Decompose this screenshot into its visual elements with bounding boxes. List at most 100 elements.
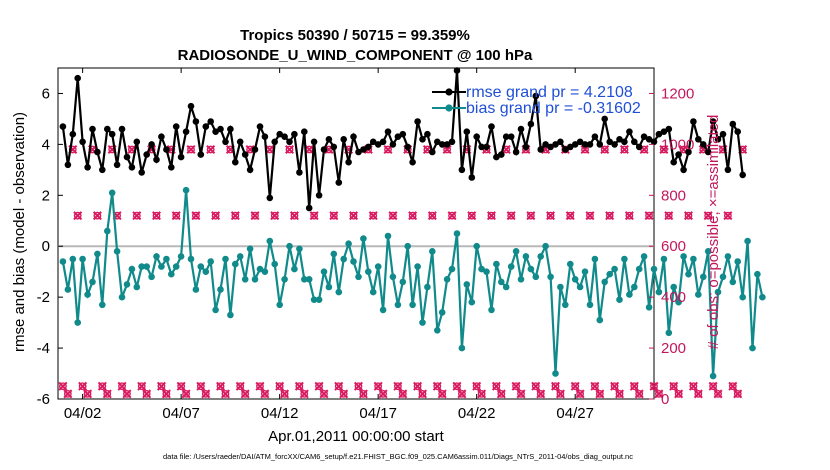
obs-assimilated-marker [432, 381, 442, 391]
bias-point [84, 291, 91, 298]
rmse-point [695, 136, 702, 143]
bias-point [296, 245, 303, 253]
bias-point [591, 255, 599, 263]
obs-possible-marker [177, 382, 186, 391]
obs-possible-marker [349, 211, 358, 220]
bias-point [478, 265, 485, 273]
obs-assimilated-marker [580, 144, 590, 154]
bias-point [517, 276, 525, 283]
bias-point [759, 293, 766, 301]
obs-possible-marker [487, 211, 496, 220]
rmse-point [547, 143, 554, 151]
rmse-point [217, 125, 224, 133]
obs-assimilated-marker [102, 389, 112, 399]
rmse-point [542, 141, 549, 148]
rmse-point [537, 146, 544, 153]
rmse-point [443, 141, 451, 148]
rmse-point [635, 143, 643, 151]
obs-assimilated-marker [368, 211, 378, 221]
bias-point [310, 296, 318, 304]
obs-assimilated-marker [511, 381, 521, 391]
obs-possible-marker [157, 382, 166, 391]
rmse-point [123, 153, 131, 161]
rmse-point [483, 143, 490, 151]
obs-assimilated-marker [137, 381, 147, 391]
obs-possible-marker [595, 390, 604, 398]
obs-possible-marker [635, 390, 644, 398]
bias-point [685, 270, 692, 278]
bias-point [714, 288, 722, 296]
rmse-point [419, 136, 426, 143]
bias-point [350, 258, 357, 265]
bias-point [700, 273, 707, 281]
rmse-series [59, 67, 746, 212]
obs-assimilated-marker [117, 381, 127, 391]
bias-point [325, 283, 333, 291]
obs-assimilated-marker [265, 144, 275, 154]
chart-subtitle: RADIOSONDE_U_WIND_COMPONENT @ 100 hPa [178, 47, 533, 64]
bias-point [153, 253, 160, 260]
obs-assimilated-marker [605, 211, 615, 221]
obs-assimilated-marker [211, 211, 221, 221]
bias-point [631, 283, 638, 291]
rmse-point [507, 133, 515, 140]
bias-point [217, 286, 224, 293]
bias-point [281, 276, 288, 283]
obs-possible-marker [290, 211, 299, 220]
obs-assimilated-marker [255, 381, 265, 391]
obs-possible-marker [438, 390, 447, 398]
obs-possible-marker [709, 382, 718, 391]
rmse-point [645, 136, 653, 143]
bias-point [365, 268, 372, 276]
obs-assimilated-marker [713, 389, 723, 399]
rmse-point [158, 133, 165, 140]
obs-possible-marker [650, 382, 658, 391]
x-tick-label: 04/07 [162, 405, 200, 422]
rmse-point [680, 166, 687, 174]
x-tick-label: 04/22 [458, 405, 496, 422]
obs-possible-marker [477, 390, 486, 398]
bias-point [286, 242, 293, 250]
rmse-point [532, 92, 540, 100]
obs-possible-marker [236, 382, 245, 391]
obs-assimilated-marker [349, 211, 359, 221]
obs-possible-marker [260, 390, 269, 398]
legend: rmse grand pr = 4.2108 bias grand pr = -… [432, 84, 641, 117]
rmse-point [296, 169, 303, 176]
rmse-point [670, 158, 677, 166]
rmse-point [576, 138, 584, 146]
obs-assimilated-marker [629, 381, 639, 391]
bias-point [236, 253, 244, 260]
obs-possible-marker [714, 390, 722, 398]
bias-point [532, 273, 540, 281]
obs-possible-marker [531, 382, 540, 391]
obs-assimilated-marker [334, 381, 344, 391]
rmse-point [399, 130, 407, 138]
obs-assimilated-marker [176, 381, 186, 391]
obs-possible-marker [270, 211, 279, 220]
obs-possible-marker [645, 211, 653, 220]
obs-assimilated-marker [216, 381, 226, 391]
bias-point [749, 344, 756, 352]
obs-possible-marker [172, 211, 181, 220]
rmse-point [246, 166, 254, 174]
legend-bias-marker [445, 104, 453, 112]
obs-possible-marker [393, 382, 402, 391]
x-tick-label: 04/12 [261, 405, 299, 422]
rmse-point [438, 141, 446, 148]
bias-point [719, 273, 727, 281]
obs-assimilated-marker [615, 389, 625, 399]
rmse-point [685, 148, 692, 156]
bias-point [266, 237, 274, 245]
obs-possible-marker [206, 145, 215, 154]
bias-point [394, 301, 402, 309]
y-tick-label-left: 4 [42, 136, 50, 153]
rmse-point [207, 118, 214, 125]
obs-assimilated-marker [585, 211, 595, 221]
bias-point [246, 245, 254, 253]
rmse-point [690, 118, 697, 125]
obs-possible-marker [526, 211, 535, 220]
obs-assimilated-marker [201, 389, 211, 399]
rmse-point [719, 130, 727, 138]
rmse-point [734, 128, 741, 135]
